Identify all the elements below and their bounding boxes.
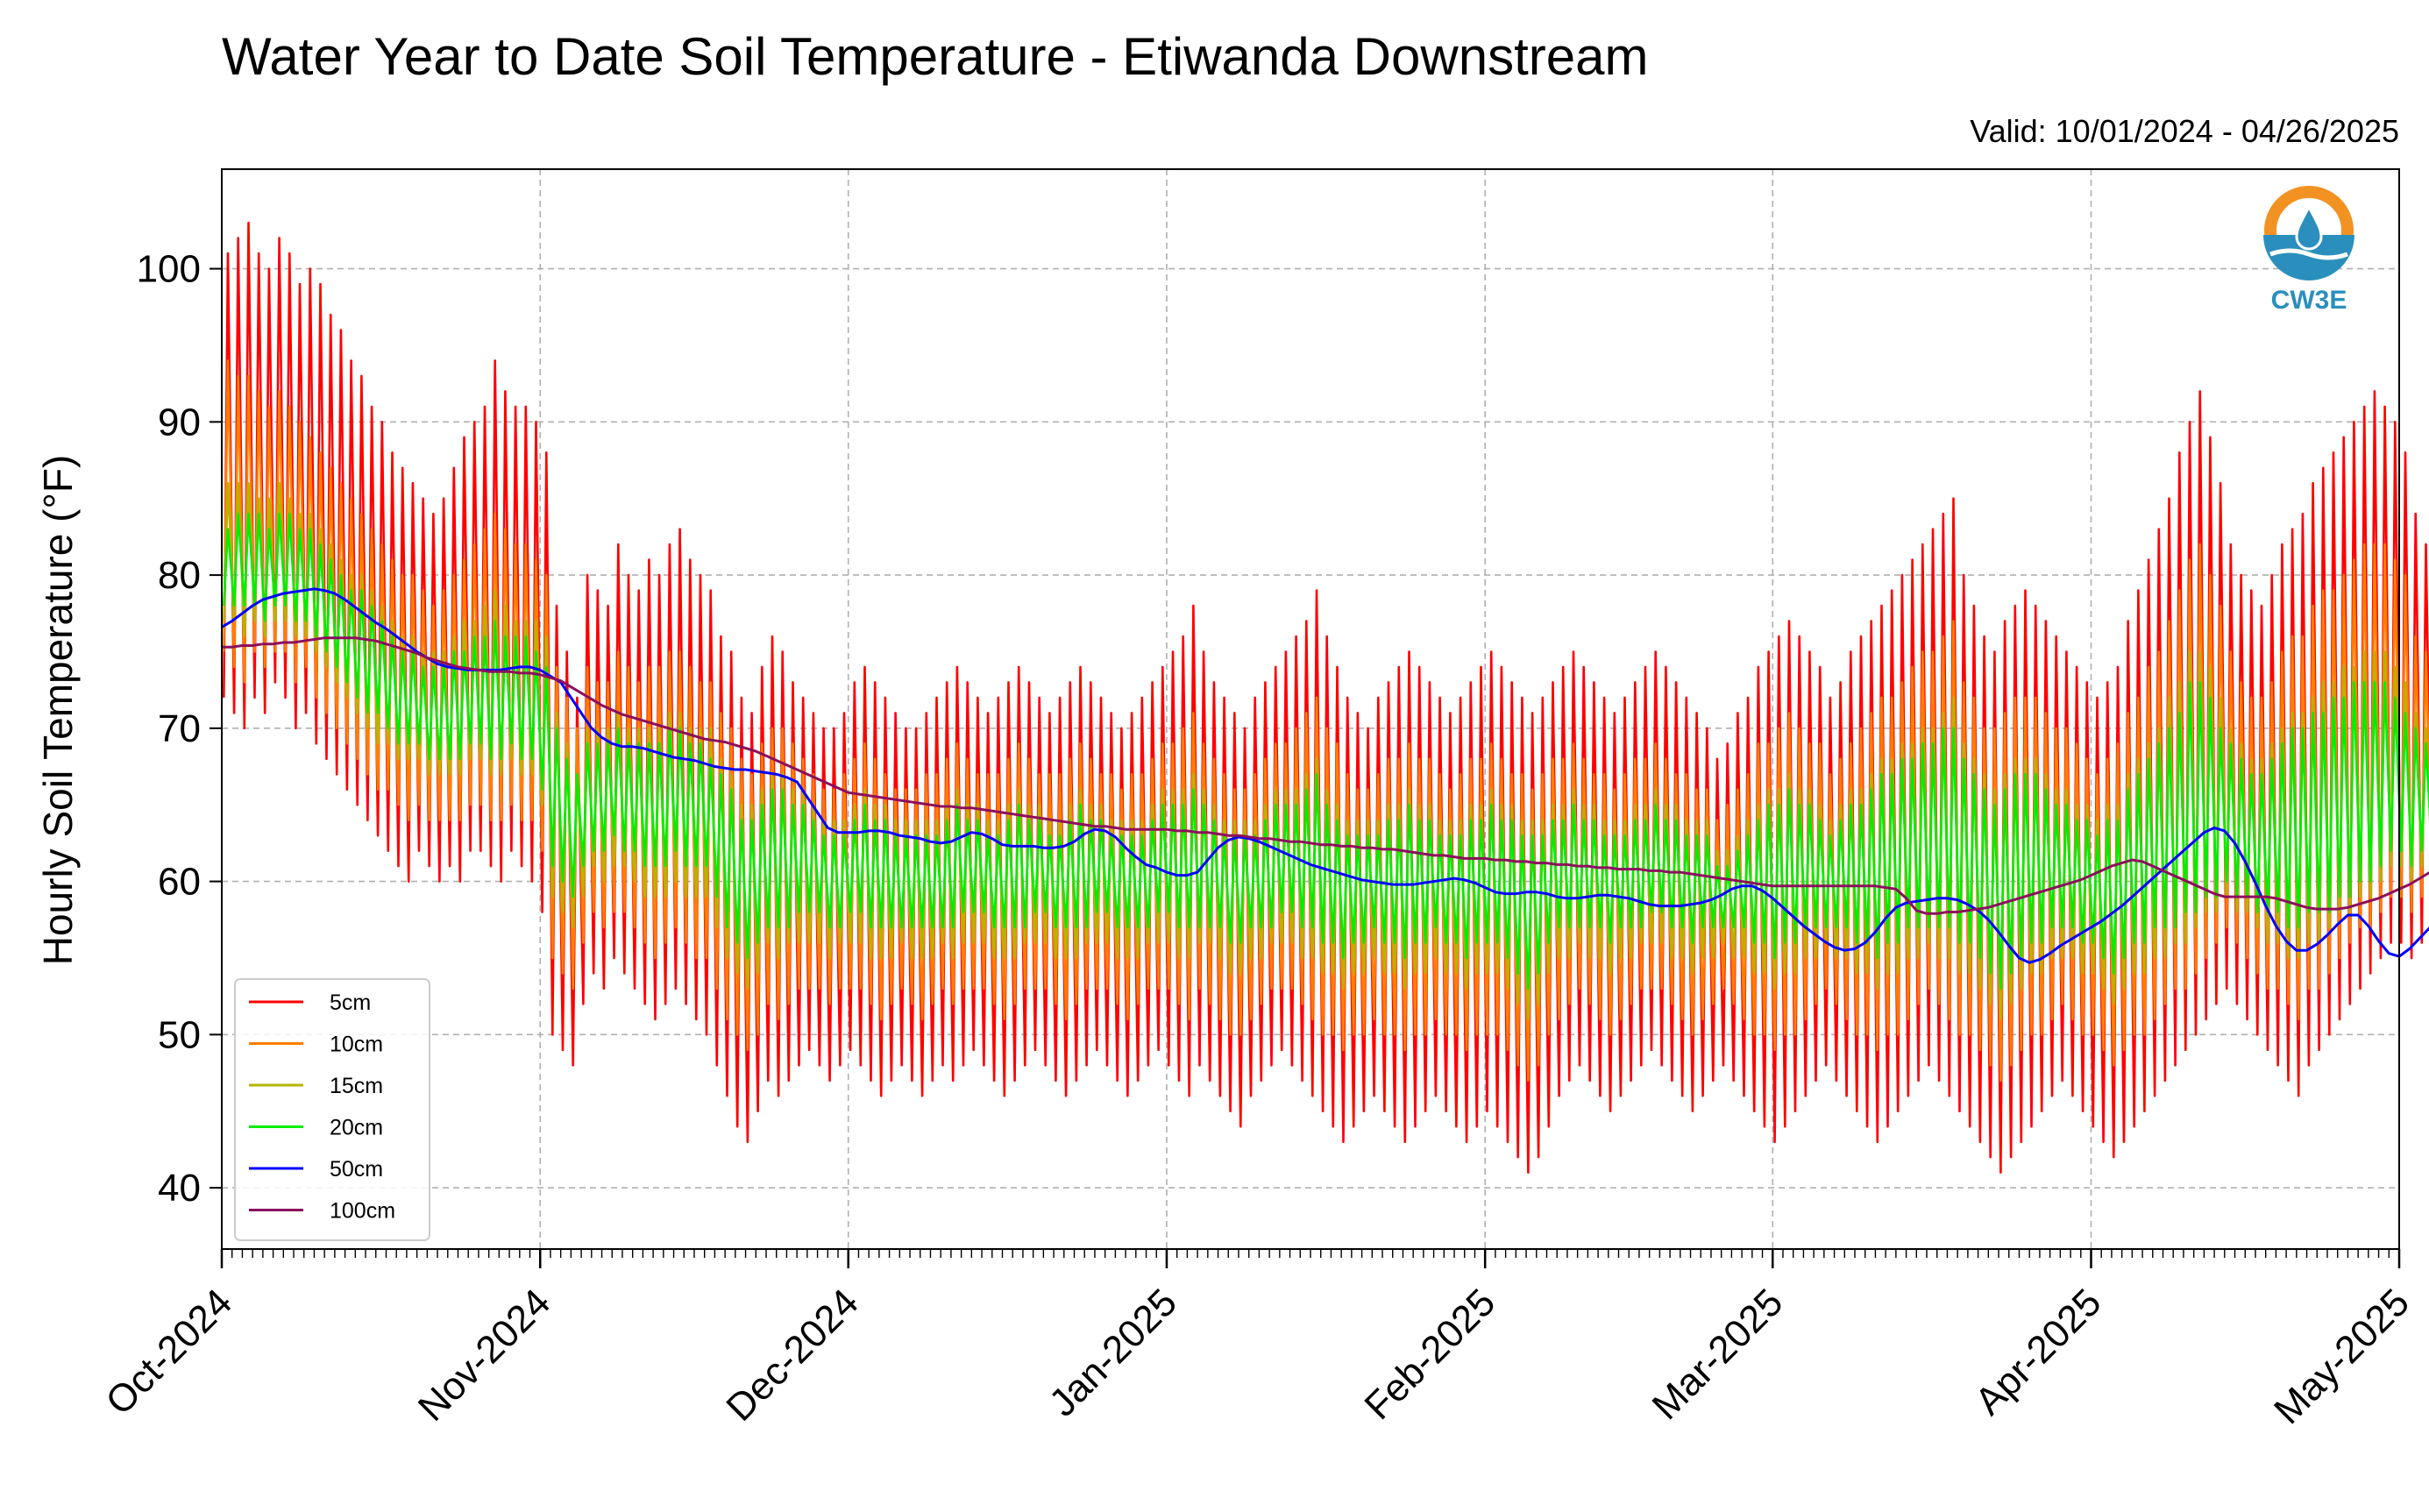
chart-title: Water Year to Date Soil Temperature - Et… (222, 27, 1648, 86)
y-tick-label: 90 (158, 401, 201, 444)
x-tick-label: Feb-2025 (1356, 1281, 1503, 1428)
y-tick-label: 50 (158, 1013, 201, 1056)
x-tick-label: Dec-2024 (718, 1281, 867, 1430)
legend: 5cm 10cm 15cm 20cm 50cm 100cm (234, 978, 430, 1241)
y-tick-label: 70 (158, 707, 201, 750)
cw3e-logo: CW3E (2263, 186, 2354, 315)
series-line-50cm (221, 587, 2429, 964)
series-line-100cm (222, 636, 2429, 915)
legend-label: 5cm (330, 990, 371, 1015)
logo-water (2263, 235, 2354, 280)
water-drop-icon (2295, 203, 2323, 251)
series-line-5cm (223, 221, 2429, 1174)
y-tick-label: 100 (137, 248, 201, 291)
legend-label: 15cm (330, 1074, 383, 1098)
legend-label: 50cm (330, 1157, 383, 1182)
x-tick-label: Apr-2025 (1967, 1281, 2110, 1423)
valid-date-range: Valid: 10/01/2024 - 04/26/2025 (1970, 113, 2399, 149)
plot-series (221, 221, 2429, 1174)
legend-label: 10cm (330, 1033, 383, 1057)
x-tick-label: Oct-2024 (97, 1281, 240, 1423)
y-axis: 40 50 60 70 80 90 100 (137, 248, 222, 1210)
y-axis-label: Hourly Soil Temperature (°F) (35, 455, 81, 966)
logo-text: CW3E (2271, 286, 2347, 315)
x-tick-label: Nov-2024 (410, 1281, 559, 1430)
x-tick-label: Jan-2025 (1041, 1281, 1185, 1424)
x-tick-label: Mar-2025 (1644, 1281, 1792, 1428)
y-tick-label: 80 (158, 554, 201, 597)
y-tick-label: 40 (158, 1167, 201, 1210)
x-tick-label: May-2025 (2266, 1281, 2418, 1432)
logo-wave-icon (2269, 248, 2348, 260)
y-tick-label: 60 (158, 861, 201, 904)
legend-label: 100cm (330, 1199, 395, 1224)
legend-label: 20cm (330, 1116, 383, 1140)
x-axis: Oct-2024 Nov-2024 Dec-2024 Jan-2025 Feb-2025… (97, 1249, 2418, 1432)
